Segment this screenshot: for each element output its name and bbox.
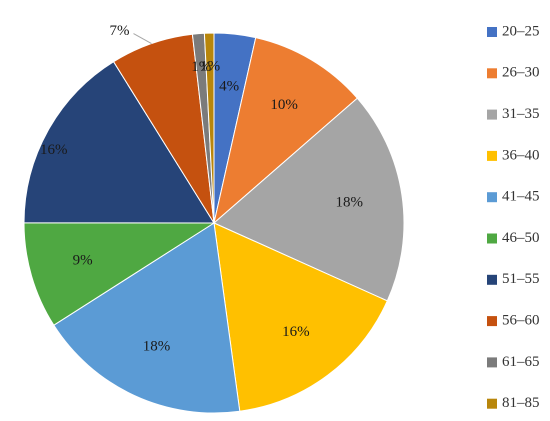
pie-slice-26–30 <box>213 37 358 225</box>
legend-swatch <box>487 150 497 161</box>
legend-label: 41–45 <box>502 189 540 205</box>
pie-slice-81–85 <box>203 32 215 224</box>
legend-label: 36–40 <box>502 147 540 163</box>
slice-label: 18% <box>143 339 171 355</box>
pie-slice-41–45 <box>53 222 241 414</box>
legend-label: 61–65 <box>502 354 540 370</box>
legend-label: 81–85 <box>502 395 540 411</box>
pie-slice-51–55 <box>23 61 215 224</box>
legend-label: 20–25 <box>502 23 540 39</box>
legend-swatch <box>487 357 497 368</box>
legend: 20–25 26–30 31–35 36–40 41–45 46–50 51–55 56–60… <box>487 23 540 411</box>
slice-label: 1% <box>191 59 211 75</box>
pie-slice-46–50 <box>23 222 216 326</box>
legend-swatch <box>487 68 497 79</box>
slice-label: 4% <box>219 78 239 94</box>
leader-lines <box>133 33 152 45</box>
legend-swatch <box>487 27 497 37</box>
legend-label: 26–30 <box>502 65 540 81</box>
leader-line <box>133 33 152 45</box>
pie-slice-36–40 <box>213 222 388 412</box>
legend-swatch <box>487 233 497 244</box>
slice-label: 1% <box>200 59 220 75</box>
legend-label: 31–35 <box>502 106 540 122</box>
legend-swatch <box>487 109 497 120</box>
legend-swatch <box>487 316 497 327</box>
slice-label: 16% <box>282 324 310 340</box>
slice-label: 18% <box>336 194 364 210</box>
legend-swatch <box>487 274 497 285</box>
legend-label: 56–60 <box>502 313 540 329</box>
legend-swatch <box>487 192 497 203</box>
slice-label: 16% <box>40 142 68 158</box>
pie-slices <box>23 32 405 414</box>
legend-label: 46–50 <box>502 230 540 246</box>
slice-label: 7% <box>110 23 130 39</box>
pie-slice-31–35 <box>213 97 405 302</box>
slice-label: 9% <box>73 253 93 269</box>
pie-labels: 4% 10% 18% 16% 18% 9% 16% 7% 1%1% <box>40 23 363 355</box>
legend-swatch <box>487 398 497 409</box>
legend-label: 51–55 <box>502 271 540 287</box>
slice-label: 10% <box>270 97 298 113</box>
